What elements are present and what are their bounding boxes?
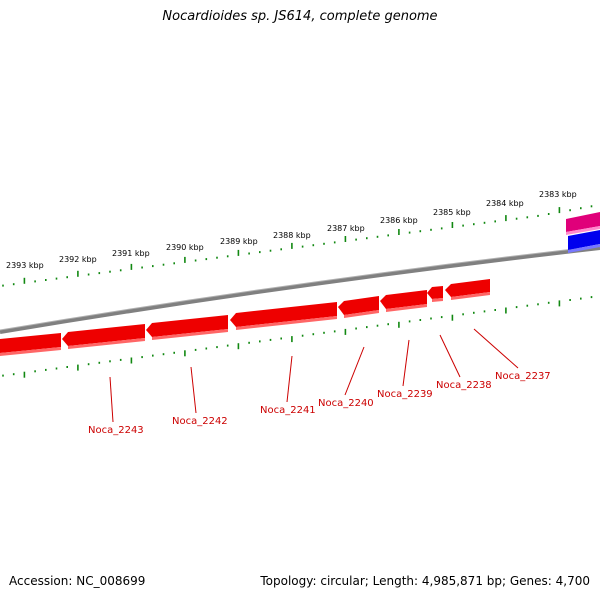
- gene-noca-2243: [62, 324, 145, 349]
- gene-noca-2239: [380, 290, 427, 312]
- feature-pink: [566, 212, 600, 232]
- gene-track: [0, 279, 490, 356]
- gene-label[interactable]: Noca_2237: [495, 371, 551, 382]
- position-label: 2384 kbp: [486, 199, 524, 208]
- position-label: 2389 kbp: [220, 237, 258, 246]
- position-label: 2386 kbp: [380, 216, 418, 225]
- inner-scale-ticks: [2, 296, 593, 378]
- gene-label[interactable]: Noca_2239: [377, 389, 433, 400]
- position-label: 2393 kbp: [6, 261, 44, 270]
- gene-noca-2237: [445, 279, 490, 300]
- gene-labels: Noca_2243 Noca_2242 Noca_2241 Noca_2240 …: [88, 371, 551, 436]
- position-label: 2392 kbp: [59, 255, 97, 264]
- gene-noca-2242: [146, 315, 228, 340]
- gene-label[interactable]: Noca_2243: [88, 425, 144, 436]
- gene-noca-2240: [338, 296, 379, 318]
- gene-label[interactable]: Noca_2238: [436, 380, 492, 391]
- gene-noca-2244: [0, 333, 61, 356]
- feature-blue: [568, 230, 600, 250]
- position-label: 2391 kbp: [112, 249, 150, 258]
- position-label: 2388 kbp: [273, 231, 311, 240]
- position-label: 2385 kbp: [433, 208, 471, 217]
- map-title: Nocardioides sp. JS614, complete genome: [162, 9, 438, 24]
- gene-label[interactable]: Noca_2242: [172, 416, 228, 427]
- position-label: 2383 kbp: [539, 190, 577, 199]
- gene-noca-2238: [427, 286, 443, 302]
- position-label: 2387 kbp: [327, 224, 365, 233]
- gene-label[interactable]: Noca_2240: [318, 398, 374, 409]
- position-labels: 2393 kbp 2392 kbp 2391 kbp 2390 kbp 2389…: [6, 190, 577, 270]
- genome-summary: Topology: circular; Length: 4,985,871 bp…: [260, 574, 590, 588]
- position-label: 2390 kbp: [166, 243, 204, 252]
- gene-noca-2241: [230, 302, 337, 330]
- accession-label: Accession: NC_008699: [9, 574, 146, 588]
- outer-scale-ticks: [2, 205, 593, 287]
- gene-label-leaders: [109, 328, 519, 423]
- genome-backbone: [0, 246, 600, 334]
- gene-label[interactable]: Noca_2241: [260, 405, 316, 416]
